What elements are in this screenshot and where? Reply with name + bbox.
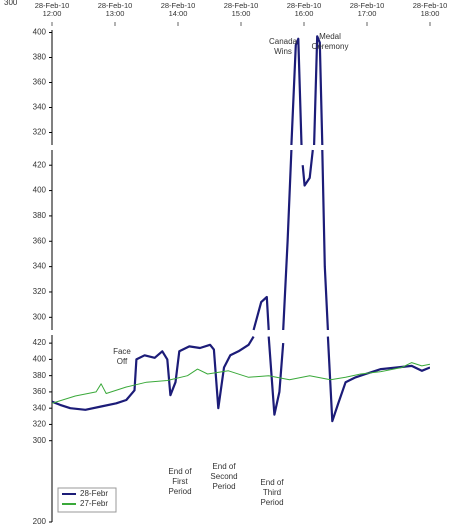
series-line xyxy=(313,35,324,146)
annotation: End of Third Period xyxy=(260,478,284,507)
y-tick-label: 320 xyxy=(33,128,47,137)
x-tick-label: 28-Feb-10 14:00 xyxy=(160,1,196,18)
x-tick-label: 28-Feb-10 16:00 xyxy=(286,1,322,18)
annotation: End of First Period xyxy=(168,467,192,496)
annotation: Face Off xyxy=(113,347,131,366)
y-tick-label: 380 xyxy=(33,53,47,62)
x-tick-label: 28-Feb-10 17:00 xyxy=(349,1,385,18)
cut-tick-label: 300 xyxy=(4,0,18,7)
y-tick-label: 360 xyxy=(33,78,47,87)
x-tick-label: 28-Feb-10 13:00 xyxy=(97,1,133,18)
y-tick-label: 340 xyxy=(33,403,47,412)
y-tick-label: 300 xyxy=(33,312,47,321)
y-tick-label: 340 xyxy=(33,262,47,271)
x-tick-label: 28-Feb-10 15:00 xyxy=(223,1,259,18)
x-tick-label: 28-Feb-10 12:00 xyxy=(34,1,70,18)
y-tick-label: 360 xyxy=(33,236,47,245)
y-tick-label: 300 xyxy=(33,436,47,445)
y-tick-label: 400 xyxy=(33,28,47,37)
y-tick-label: 420 xyxy=(33,338,47,347)
series-line xyxy=(290,37,303,146)
y-tick-label: 200 xyxy=(33,517,47,526)
series-line xyxy=(326,336,430,423)
series-line xyxy=(267,336,285,416)
y-tick-label: 420 xyxy=(33,160,47,169)
annotation: End of Second Period xyxy=(210,462,237,491)
y-tick-label: 340 xyxy=(33,103,47,112)
series-line xyxy=(252,295,270,331)
annotation: Canada Wins xyxy=(269,37,298,56)
series-line xyxy=(52,336,255,411)
annotation: Medal Ceremony xyxy=(312,32,349,51)
y-tick-label: 400 xyxy=(33,186,47,195)
legend-label: 28-Febr xyxy=(80,489,108,498)
y-tick-label: 360 xyxy=(33,387,47,396)
legend-box xyxy=(57,487,117,513)
series-line xyxy=(301,149,314,187)
legend-label: 27-Febr xyxy=(80,499,108,508)
series-line xyxy=(321,149,329,331)
y-tick-label: 380 xyxy=(33,371,47,380)
y-tick-label: 380 xyxy=(33,211,47,220)
series-line xyxy=(52,362,430,404)
y-tick-label: 320 xyxy=(33,287,47,296)
y-tick-label: 400 xyxy=(33,355,47,364)
y-tick-label: 320 xyxy=(33,420,47,429)
x-tick-label: 28-Feb-10 18:00 xyxy=(412,1,448,18)
series-line xyxy=(282,149,293,331)
